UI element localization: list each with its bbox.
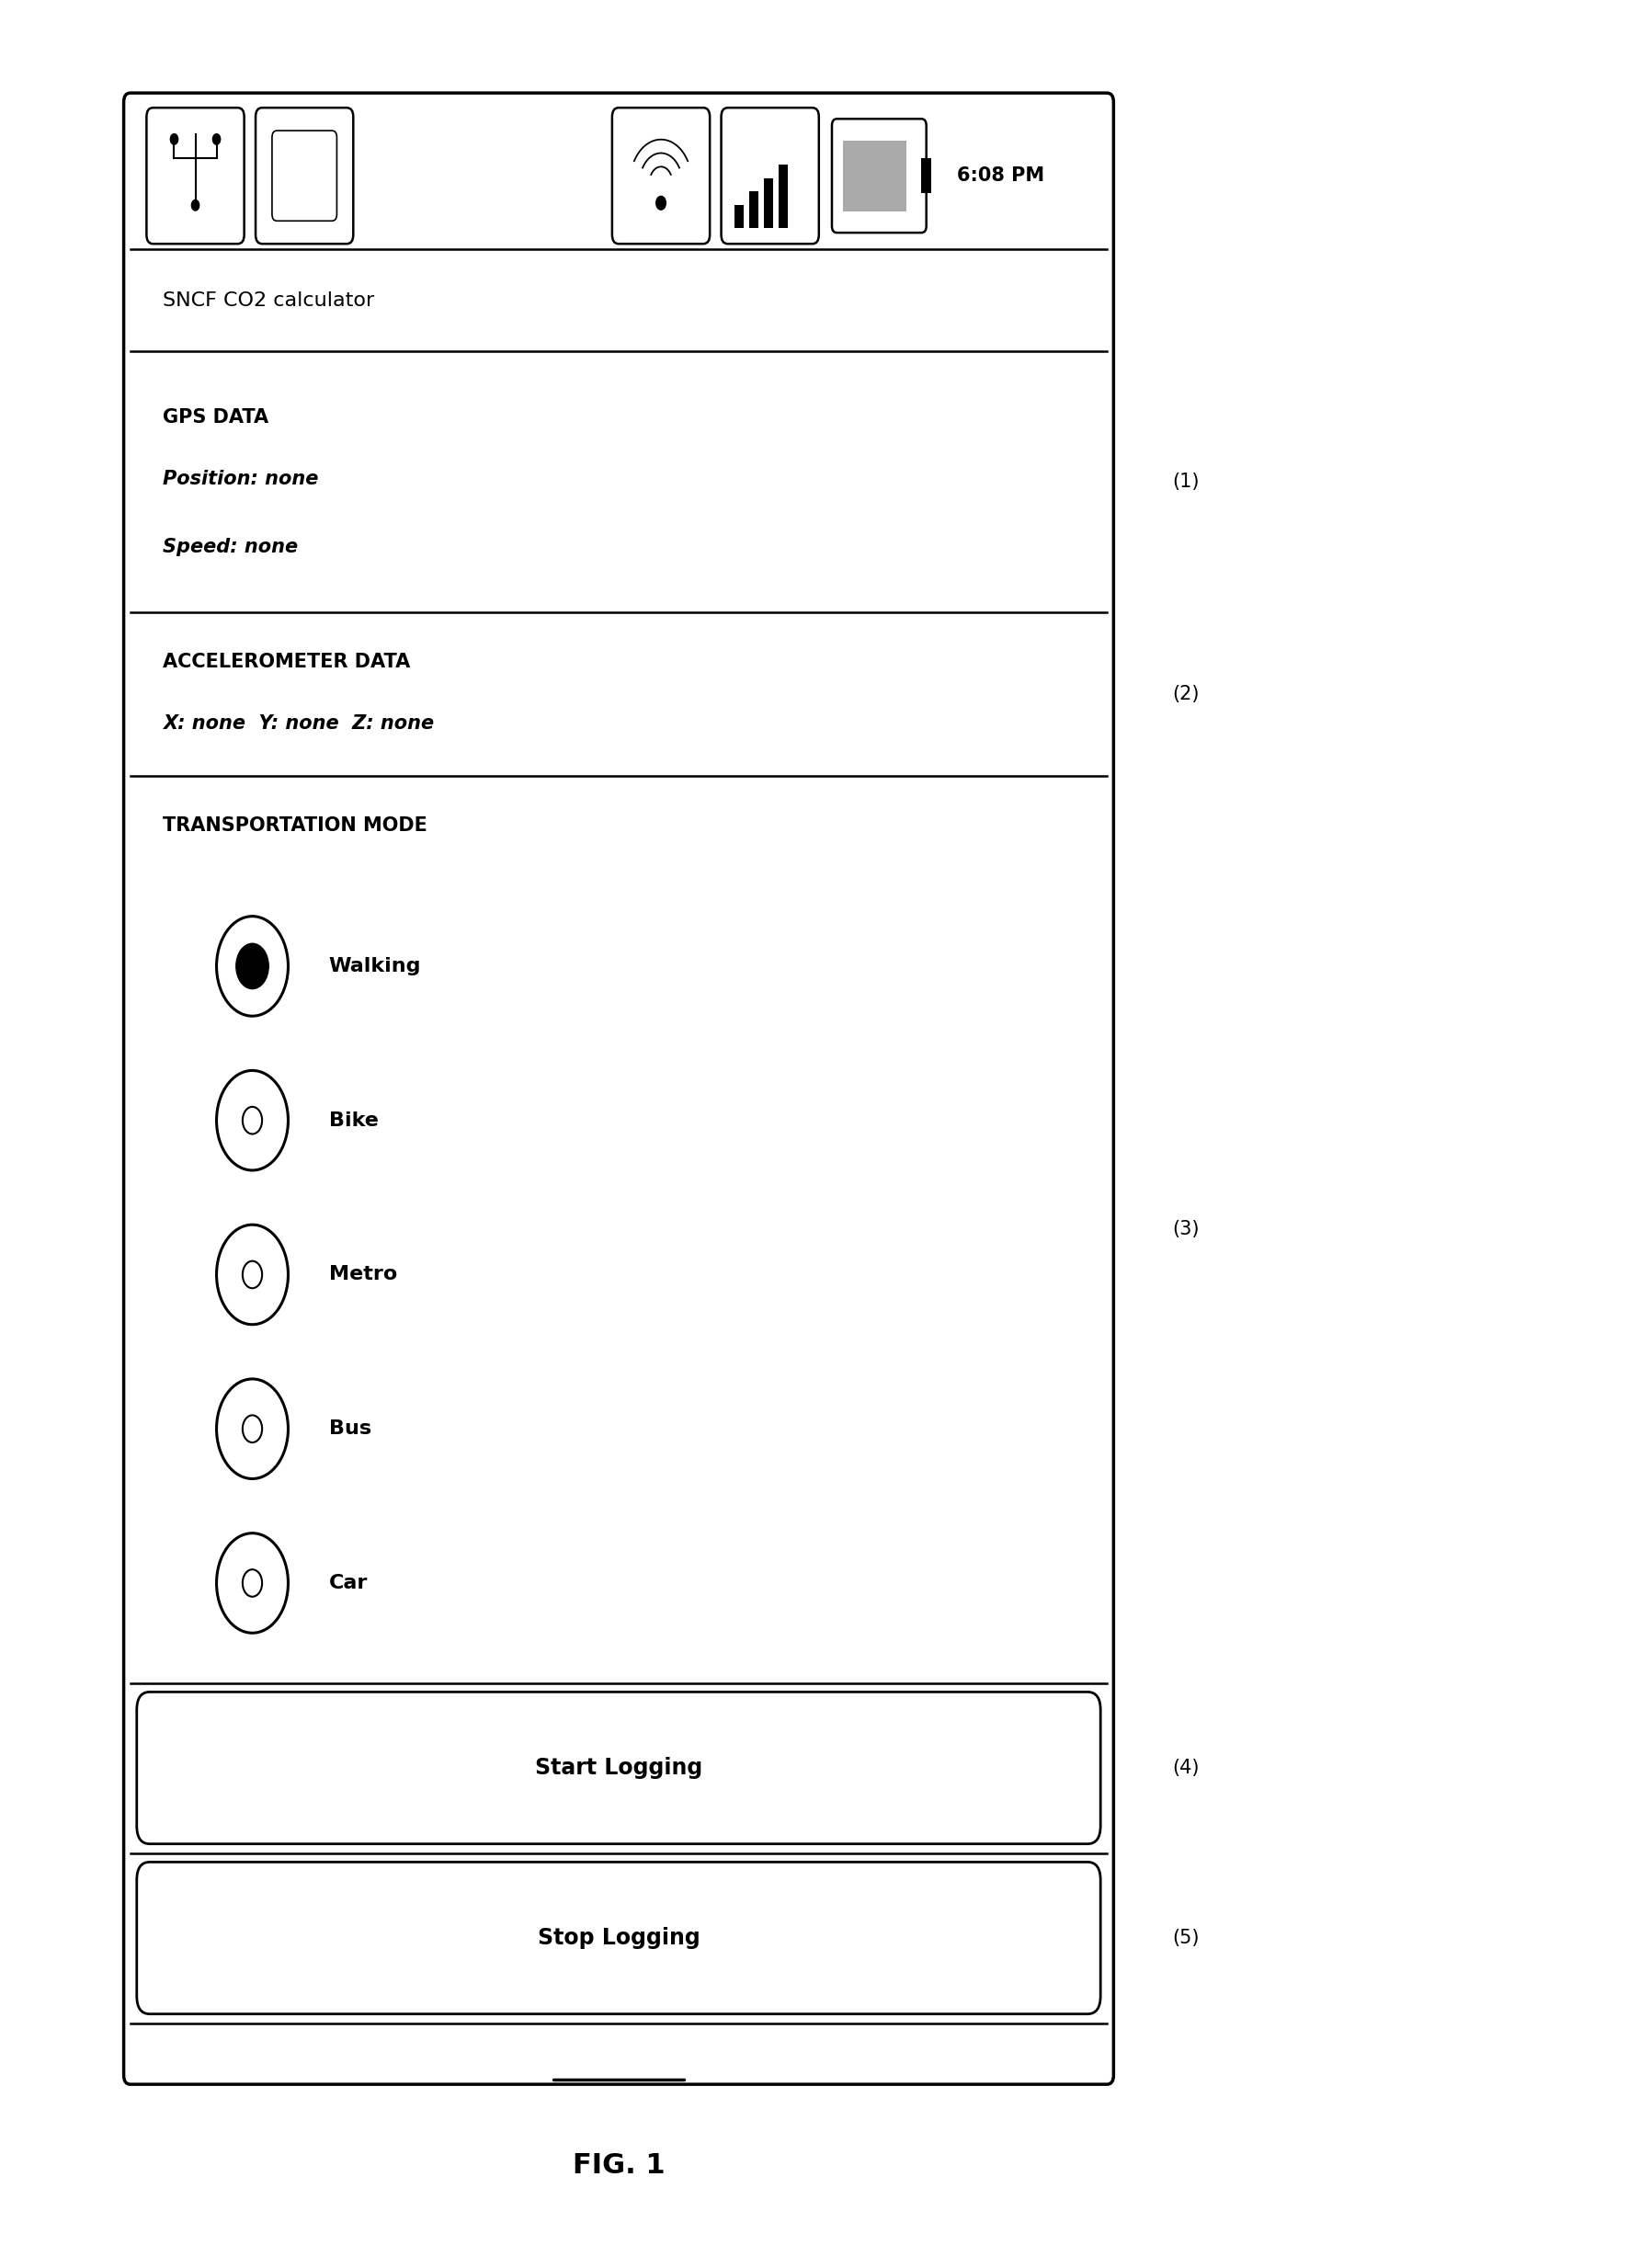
Circle shape xyxy=(192,200,199,211)
FancyBboxPatch shape xyxy=(256,109,353,245)
Text: (5): (5) xyxy=(1172,1928,1200,1948)
FancyBboxPatch shape xyxy=(612,109,710,245)
Text: GPS DATA: GPS DATA xyxy=(163,408,269,426)
Text: Stop Logging: Stop Logging xyxy=(537,1928,700,1948)
Bar xyxy=(921,159,931,193)
Bar xyxy=(764,179,773,229)
Text: Bike: Bike xyxy=(329,1111,378,1129)
Text: Start Logging: Start Logging xyxy=(536,1758,702,1778)
Text: Walking: Walking xyxy=(329,957,422,975)
Text: TRANSPORTATION MODE: TRANSPORTATION MODE xyxy=(163,816,428,835)
FancyBboxPatch shape xyxy=(721,109,819,245)
FancyBboxPatch shape xyxy=(147,109,244,245)
FancyBboxPatch shape xyxy=(124,93,1114,2084)
Circle shape xyxy=(171,134,177,145)
FancyBboxPatch shape xyxy=(272,132,337,220)
Circle shape xyxy=(213,134,220,145)
Text: (1): (1) xyxy=(1172,472,1200,492)
Text: (4): (4) xyxy=(1172,1758,1200,1778)
Bar xyxy=(843,141,907,211)
Text: (3): (3) xyxy=(1172,1220,1200,1238)
Circle shape xyxy=(236,943,269,989)
Text: Metro: Metro xyxy=(329,1266,397,1284)
Text: X: none  Y: none  Z: none: X: none Y: none Z: none xyxy=(163,714,435,733)
Text: ACCELEROMETER DATA: ACCELEROMETER DATA xyxy=(163,653,410,671)
Text: Bus: Bus xyxy=(329,1420,371,1438)
Text: Speed: none: Speed: none xyxy=(163,538,298,556)
FancyBboxPatch shape xyxy=(137,1862,1101,2014)
Circle shape xyxy=(656,197,666,211)
Bar xyxy=(778,166,788,229)
Text: FIG. 1: FIG. 1 xyxy=(573,2152,664,2180)
FancyBboxPatch shape xyxy=(137,1692,1101,1844)
Text: (2): (2) xyxy=(1172,685,1200,703)
Text: Car: Car xyxy=(329,1574,368,1592)
Bar xyxy=(734,206,744,229)
Text: 6:08 PM: 6:08 PM xyxy=(957,166,1045,186)
FancyBboxPatch shape xyxy=(832,118,926,234)
Bar xyxy=(749,193,759,229)
Text: Position: none: Position: none xyxy=(163,469,319,488)
Text: SNCF CO2 calculator: SNCF CO2 calculator xyxy=(163,290,374,311)
